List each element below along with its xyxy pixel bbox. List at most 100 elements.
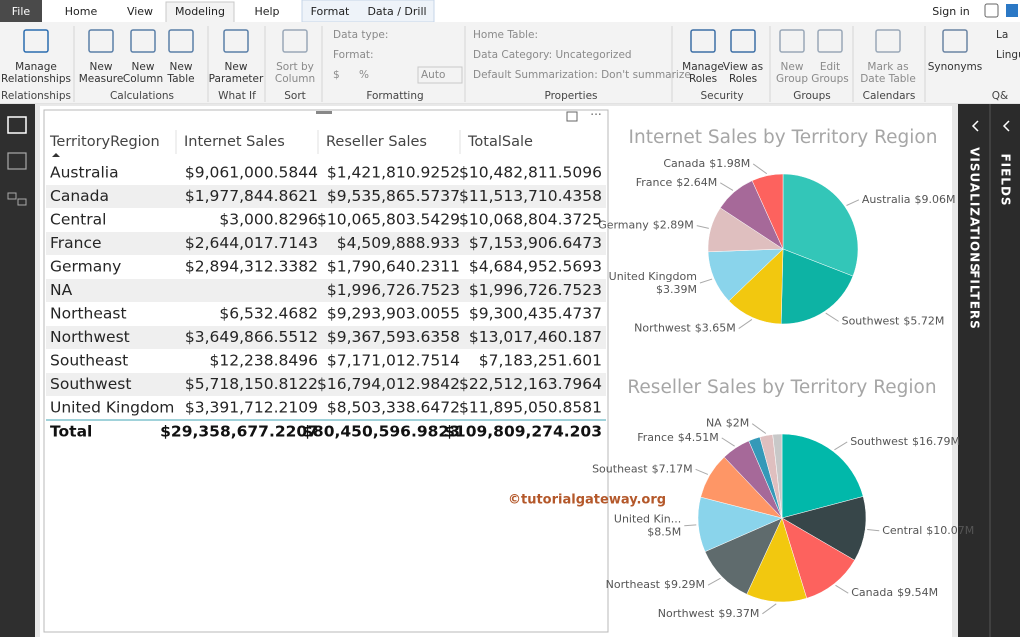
ribbon-field-label[interactable]: Data type: [333, 29, 388, 41]
pane-tab[interactable]: FILTERS [968, 270, 982, 330]
ribbon-tab[interactable]: File [12, 5, 31, 18]
ribbon-button-label[interactable]: Relationships [1, 73, 71, 85]
column-header[interactable]: TotalSale [467, 134, 533, 150]
table-cell: $7,183,251.601 [479, 352, 602, 370]
ribbon-button-label[interactable]: Column [275, 73, 315, 85]
ribbon-group-label: Security [700, 90, 743, 102]
table-cell: $3,391,712.2109 [185, 399, 318, 417]
ribbon-group-label: Sort [284, 90, 306, 102]
slice-name: Southwest [842, 314, 900, 327]
slice-name: Canada [851, 586, 893, 599]
ribbon-tab[interactable]: Help [254, 5, 279, 18]
ribbon-button-label[interactable]: Group [776, 73, 808, 85]
help-icon[interactable] [1006, 4, 1018, 17]
slice-name: Central [882, 524, 922, 537]
ribbon-button-label[interactable]: Groups [811, 73, 848, 85]
ribbon-button-label[interactable]: Manage [682, 61, 724, 73]
ribbon-group-label: Groups [793, 90, 830, 102]
drag-handle[interactable] [316, 111, 332, 114]
ribbon-button-label[interactable]: View as [723, 61, 763, 73]
table-cell: $10,068,804.3725 [459, 211, 602, 229]
ribbon-button-label[interactable]: New [170, 61, 193, 73]
ribbon-tab[interactable]: Data / Drill [367, 5, 426, 18]
ribbon-field-label[interactable]: Auto [421, 69, 445, 81]
table-cell: $11,513,710.4358 [459, 187, 602, 205]
table-cell: NA [50, 281, 73, 299]
ribbon-field-label[interactable]: Data Category: Uncategorized [473, 49, 632, 61]
ribbon-button-label[interactable]: New [781, 61, 804, 73]
table-cell: Central [50, 211, 106, 229]
table-cell: $9,061,000.5844 [185, 164, 318, 182]
ribbon-field-label[interactable]: La [996, 29, 1008, 41]
ribbon-button-label[interactable]: Parameter [209, 73, 264, 85]
ribbon-tab[interactable]: Format [311, 5, 350, 18]
slice-value: $4.51M [678, 431, 719, 444]
table-cell: $16,794,012.9842 [317, 375, 460, 393]
table-cell: $6,532.4682 [219, 305, 318, 323]
table-cell: $9,367,593.6358 [327, 328, 460, 346]
slice-value: $2M [726, 417, 750, 430]
ribbon-button-label[interactable]: Sort by [276, 61, 314, 73]
table-cell: $10,482,811.5096 [459, 164, 602, 182]
ribbon-button-label[interactable]: Date Table [860, 73, 916, 85]
ribbon-button-label[interactable]: Synonyms [928, 61, 983, 73]
ribbon-button-label[interactable]: New [132, 61, 155, 73]
column-header[interactable]: Reseller Sales [326, 134, 427, 150]
slice-name: Australia [862, 193, 911, 206]
slice-value: $10.07M [926, 524, 974, 537]
ribbon-button-label[interactable]: New [90, 61, 113, 73]
column-header[interactable]: Internet Sales [184, 134, 285, 150]
pane-tab[interactable]: FIELDS [999, 153, 1013, 206]
slice-value: $16.79M [912, 435, 960, 448]
table-cell: $12,238.8496 [210, 352, 318, 370]
ribbon-field-label[interactable]: % [359, 69, 369, 81]
table-cell: $1,977,844.8621 [185, 187, 318, 205]
ribbon-button-label[interactable]: Table [166, 73, 194, 85]
table-cell: Southwest [50, 375, 131, 393]
table-cell: $7,153,906.6473 [469, 234, 602, 252]
slice-name: Northwest [658, 607, 715, 620]
pane-tab[interactable]: VISUALIZATIONS [968, 147, 982, 273]
ribbon-button-label[interactable]: Manage [15, 61, 57, 73]
ribbon-tab[interactable]: View [127, 5, 153, 18]
slice-value: $2.89M [653, 219, 694, 232]
ribbon-button-label[interactable]: Roles [689, 73, 717, 85]
ribbon-button-label[interactable]: Roles [729, 73, 757, 85]
slice-name: United Kingdom [609, 270, 697, 283]
chart-title: Reseller Sales by Territory Region [627, 377, 936, 398]
ribbon-field-label[interactable]: Lingu [996, 49, 1020, 61]
table-cell: United Kingdom [50, 399, 174, 417]
ribbon-button-label[interactable]: Mark as [867, 61, 908, 73]
ribbon-group-label: Relationships [1, 90, 71, 102]
slice-value: $7.17M [652, 462, 693, 475]
more-options-icon[interactable]: ··· [590, 108, 601, 122]
column-header[interactable]: TerritoryRegion [49, 134, 160, 150]
table-cell: $11,895,050.8581 [459, 399, 602, 417]
table-cell: Germany [50, 258, 121, 276]
slice-name: Germany [598, 219, 649, 232]
total-cell: $29,358,677.2207 [160, 423, 318, 441]
ribbon-button-label[interactable]: Column [123, 73, 163, 85]
ribbon-field-label[interactable]: Format: [333, 49, 374, 61]
table-cell: Australia [50, 164, 119, 182]
watermark: ©tutorialgateway.org [508, 493, 666, 508]
ribbon-tab[interactable]: Home [65, 5, 98, 18]
slice-value: $9.54M [897, 586, 938, 599]
table-cell: $2,644,017.7143 [185, 234, 318, 252]
ribbon-button-label[interactable]: Edit [820, 61, 840, 73]
ribbon-button-label[interactable]: Measure [79, 73, 124, 85]
sign-in[interactable]: Sign in [932, 5, 970, 18]
table-cell: $10,065,803.5429 [317, 211, 460, 229]
ribbon-field-label[interactable]: Default Summarization: Don't summarize [473, 69, 691, 81]
ribbon-group-label: Calculations [110, 90, 174, 102]
table-cell: $9,300,435.4737 [469, 305, 602, 323]
ribbon-button-label[interactable]: New [225, 61, 248, 73]
ribbon-tab[interactable]: Modeling [175, 5, 225, 18]
ribbon-group-label: Calendars [863, 90, 916, 102]
total-cell: $80,450,596.9823 [302, 423, 460, 441]
slice-name: United Kin... [614, 513, 681, 526]
ribbon-group-label: What If [218, 90, 256, 102]
ribbon-field-label[interactable]: $ [333, 69, 340, 81]
slice-value: $3.65M [695, 322, 736, 335]
ribbon-field-label[interactable]: Home Table: [473, 29, 538, 41]
